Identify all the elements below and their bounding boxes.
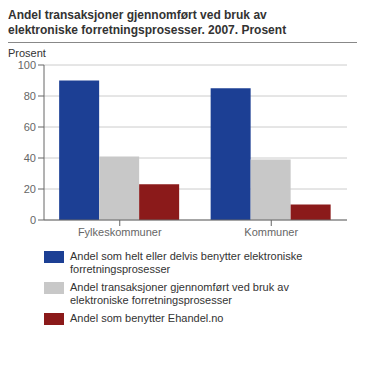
html-text:forretningsprosesser: forretningsprosesser bbox=[70, 263, 171, 275]
html-text:Andel transaksjoner gjennomfør: Andel transaksjoner gjennomført ved bruk… bbox=[8, 8, 267, 22]
svg-text:Fylkeskommuner: Fylkeskommuner bbox=[78, 226, 162, 238]
svg-text:0: 0 bbox=[30, 214, 36, 226]
html-text:Prosent: Prosent bbox=[8, 47, 46, 59]
html-text:Andel som benytter Ehandel.no: Andel som benytter Ehandel.no bbox=[70, 312, 224, 324]
html-text:Andel som helt eller delvis be: Andel som helt eller delvis benytter ele… bbox=[70, 250, 303, 262]
html-text:elektroniske forretningsproses: elektroniske forretningsprosesser bbox=[70, 294, 232, 306]
svg-text:100: 100 bbox=[18, 59, 36, 71]
html-text:Andel transaksjoner gjennomfør: Andel transaksjoner gjennomført ved bruk… bbox=[70, 281, 289, 293]
svg-text:80: 80 bbox=[24, 90, 36, 102]
svg-text:Kommuner: Kommuner bbox=[244, 226, 298, 238]
svg-text:40: 40 bbox=[24, 152, 36, 164]
svg-text:60: 60 bbox=[24, 121, 36, 133]
html-text:elektroniske forretningsproses: elektroniske forretningsprosesser. 2007.… bbox=[8, 23, 287, 37]
svg-text:20: 20 bbox=[24, 183, 36, 195]
